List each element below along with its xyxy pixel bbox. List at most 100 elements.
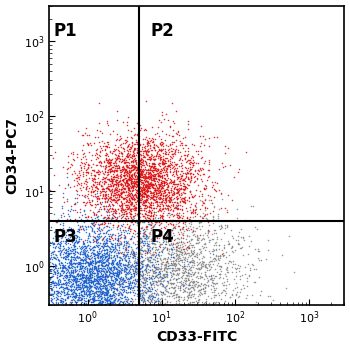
Point [40, 316, 46, 321]
Point [196, 309, 201, 315]
Point [151, 205, 157, 211]
Point [130, 216, 135, 222]
Point [45, 311, 51, 317]
Point [107, 299, 113, 304]
Point [90, 220, 96, 226]
Point [60, 265, 65, 271]
Point [71, 277, 77, 283]
Point [125, 262, 130, 268]
Point [171, 189, 177, 195]
Point [94, 237, 100, 243]
Point [113, 250, 119, 256]
Point [105, 274, 111, 280]
Point [136, 292, 141, 297]
Point [162, 274, 168, 280]
Point [186, 289, 192, 294]
Point [4, 262, 9, 267]
Point [160, 197, 166, 203]
Point [106, 301, 112, 306]
Point [39, 272, 45, 278]
Point [96, 300, 102, 306]
Point [74, 175, 80, 181]
Point [239, 286, 244, 292]
Point [134, 176, 139, 181]
Point [148, 280, 153, 286]
Point [156, 275, 161, 281]
Point [103, 185, 109, 191]
Point [138, 191, 143, 197]
Point [175, 252, 180, 258]
Point [213, 280, 219, 286]
Point [121, 176, 126, 182]
Point [153, 214, 158, 220]
Point [159, 180, 165, 186]
Point [141, 173, 146, 179]
Point [50, 307, 56, 313]
Point [65, 253, 71, 259]
Point [174, 248, 179, 253]
Point [106, 187, 112, 192]
Point [157, 192, 163, 198]
Point [154, 286, 160, 292]
Point [83, 278, 89, 283]
Point [161, 238, 167, 244]
Point [169, 217, 175, 223]
Point [121, 286, 126, 291]
Point [258, 292, 263, 298]
Point [82, 301, 88, 307]
Point [127, 318, 133, 324]
Point [169, 199, 175, 205]
Point [196, 223, 202, 229]
Point [96, 280, 101, 286]
Point [138, 186, 143, 191]
Point [194, 206, 199, 212]
Point [51, 282, 56, 288]
Point [142, 172, 147, 177]
Point [124, 168, 130, 174]
Point [202, 205, 208, 210]
Point [44, 210, 49, 215]
Point [176, 300, 182, 306]
Point [112, 253, 117, 259]
Point [184, 209, 190, 214]
Point [187, 266, 192, 271]
Point [191, 282, 197, 288]
Point [101, 185, 106, 190]
Point [119, 257, 124, 262]
Point [122, 265, 127, 271]
Point [61, 238, 66, 243]
Point [184, 171, 189, 176]
Point [94, 186, 99, 191]
Point [104, 184, 110, 190]
Point [144, 246, 150, 251]
Point [148, 167, 154, 173]
Point [142, 199, 148, 205]
Point [156, 298, 161, 304]
Point [91, 253, 97, 258]
Point [21, 279, 27, 285]
Point [177, 187, 183, 192]
Point [203, 273, 209, 278]
Point [96, 242, 101, 248]
Point [121, 195, 127, 201]
Point [72, 244, 77, 249]
Point [159, 263, 164, 269]
Point [176, 195, 181, 201]
Point [161, 180, 167, 186]
Point [131, 306, 137, 312]
Point [103, 157, 109, 162]
Point [99, 298, 104, 304]
Point [131, 214, 136, 219]
Point [134, 188, 140, 194]
Point [104, 159, 109, 165]
Point [55, 289, 60, 294]
Point [80, 154, 86, 160]
Point [104, 289, 110, 294]
Point [110, 260, 115, 265]
Point [119, 191, 124, 197]
Point [114, 287, 120, 292]
Point [131, 250, 136, 255]
Point [120, 145, 126, 150]
Point [72, 256, 77, 261]
Point [112, 190, 117, 196]
